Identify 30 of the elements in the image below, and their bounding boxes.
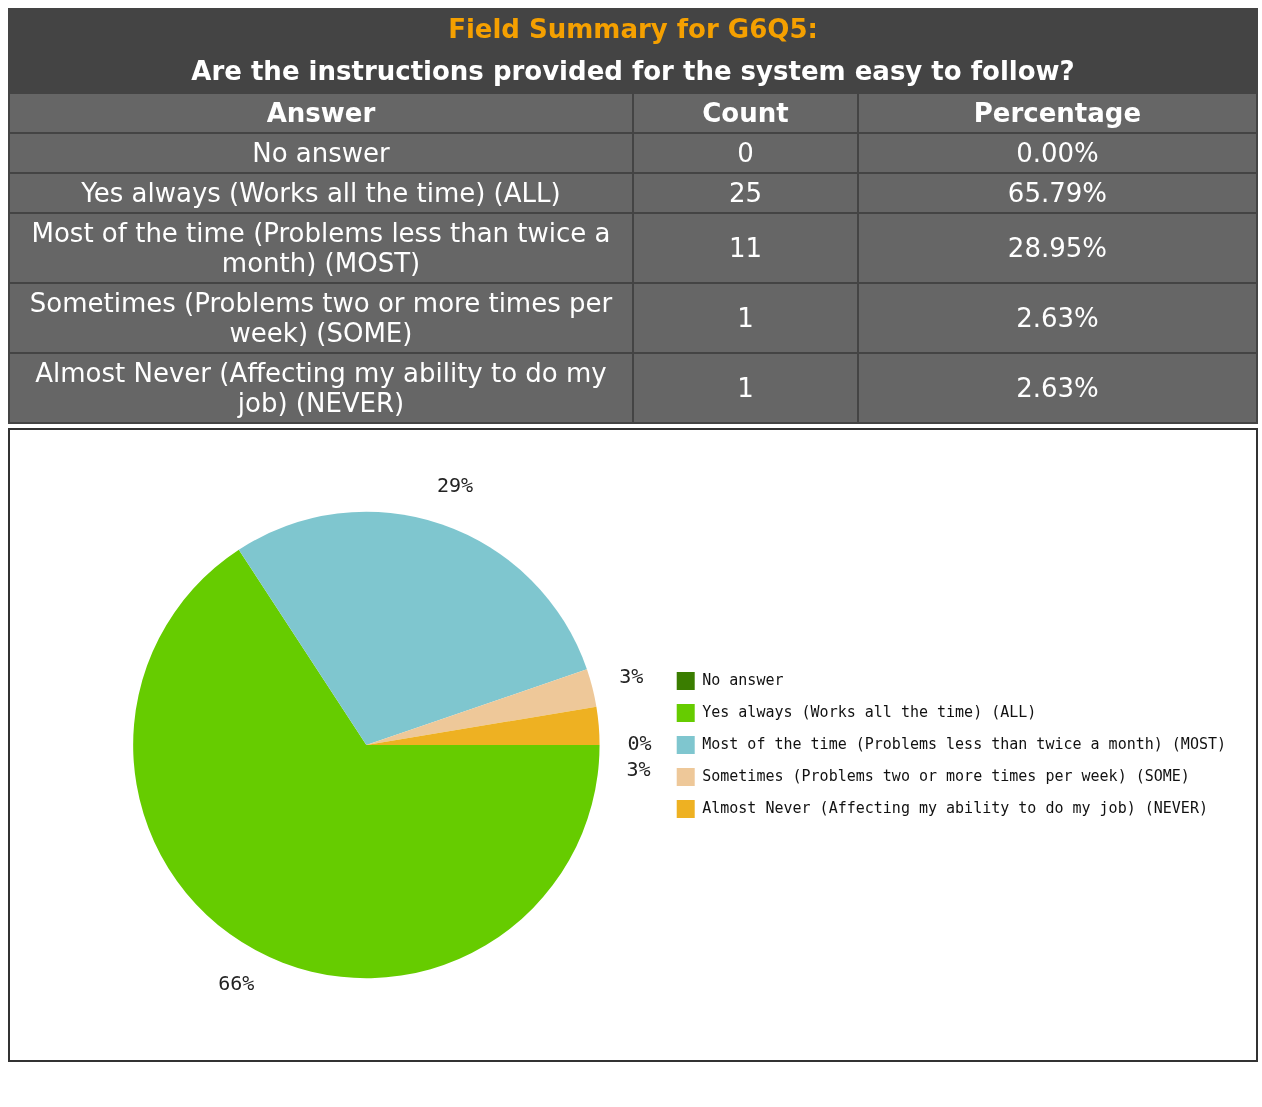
data-label: 2.63% — [857, 353, 1257, 423]
data-label: 29% — [437, 472, 474, 497]
category-label: Almost Never (Affecting my ability to do my job) (NEVER) — [9, 353, 633, 423]
data-label: 0.00% — [857, 133, 1257, 173]
data-label: 11 — [633, 213, 858, 283]
category-label: Sometimes (Problems two or more times per week) (SOME) — [9, 283, 633, 353]
data-label: 1 — [633, 283, 858, 353]
data-label: 65.79% — [857, 173, 1257, 213]
data-label: 25 — [633, 173, 858, 213]
text: Field Summary for G6Q5: — [8, 8, 1258, 50]
data-label: 0 — [633, 133, 858, 173]
text: Are the instructions provided for the system easy to follow? — [8, 50, 1258, 92]
legend-label: Almost Never (Affecting my ability to do my job) (NEVER) — [702, 798, 1208, 817]
data-label: 3% — [619, 664, 644, 689]
legend-label: Most of the time (Problems less than twice a month) (MOST) — [702, 734, 1227, 753]
category-label: Most of the time (Problems less than twice a month) (MOST) — [9, 213, 633, 283]
series-label: Count — [633, 93, 858, 133]
data-label: 3% — [626, 757, 651, 782]
data-label: 66% — [218, 971, 255, 996]
category-label: Yes always (Works all the time) (ALL) — [9, 173, 633, 213]
category-label: No answer — [9, 133, 633, 173]
text: Answer — [9, 93, 633, 133]
legend-label: Sometimes (Problems two or more times per week) (SOME) — [702, 766, 1190, 785]
data-label: 2.63% — [857, 283, 1257, 353]
legend-label: No answer — [702, 670, 784, 689]
text: 0% — [627, 731, 652, 756]
data-label: 28.95% — [857, 213, 1257, 283]
legend-label: Yes always (Works all the time) (ALL) — [702, 702, 1037, 721]
data-label: 1 — [633, 353, 858, 423]
series-label: Percentage — [857, 93, 1257, 133]
